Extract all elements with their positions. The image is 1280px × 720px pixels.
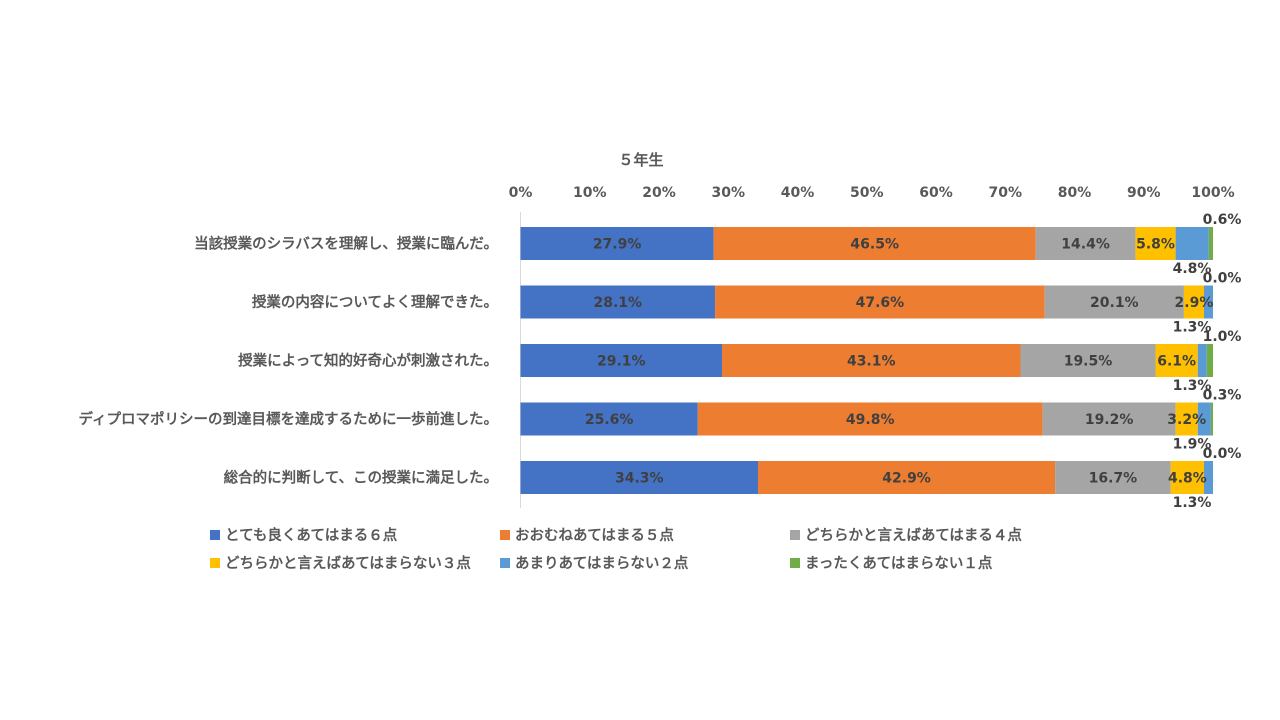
legend-label: おおむねあてはまる５点 xyxy=(515,528,674,544)
data-label: 1.3% xyxy=(1173,495,1212,511)
category-label: 当該授業のシラバスを理解し、授業に臨んだ。 xyxy=(194,235,498,253)
data-label: 27.9% xyxy=(593,237,642,253)
data-label: 46.5% xyxy=(850,237,899,253)
data-label: 1.9% xyxy=(1173,437,1212,453)
data-label: 0.0% xyxy=(1203,271,1242,287)
legend-swatch xyxy=(790,557,800,568)
legend-swatch xyxy=(500,529,510,540)
data-label: 0.6% xyxy=(1203,212,1242,228)
x-tick-label: 10% xyxy=(573,185,607,201)
legend-label: どちらかと言えばあてはまる４点 xyxy=(805,528,1022,544)
bar-segment xyxy=(715,285,1045,319)
bar-segment xyxy=(1203,461,1213,494)
data-label: 0.0% xyxy=(1203,446,1242,462)
data-label: 49.8% xyxy=(846,412,895,428)
legend-swatch xyxy=(500,557,510,568)
legend-item: とても良くあてはまる６点 xyxy=(210,524,397,545)
bar-segment xyxy=(1206,344,1213,377)
data-label: 6.1% xyxy=(1157,354,1196,370)
data-label: 3.2% xyxy=(1167,412,1206,428)
legend-swatch xyxy=(790,529,800,540)
category-label: 授業によって知的好奇心が刺激された。 xyxy=(238,352,498,370)
legend-item: どちらかと言えばあてはまらない３点 xyxy=(210,552,471,573)
data-label: 1.3% xyxy=(1173,320,1212,336)
legend-swatch xyxy=(210,557,220,568)
bar-segment xyxy=(713,227,1036,260)
bar-segment xyxy=(1035,227,1136,260)
bar-segment xyxy=(520,285,716,319)
bar-segment xyxy=(1175,402,1198,436)
x-tick-label: 70% xyxy=(988,185,1022,201)
data-label: 1.0% xyxy=(1203,329,1242,345)
legend-item: まったくあてはまらない１点 xyxy=(790,552,992,573)
category-label: ディプロマポリシーの到達目標を達成するために一歩前進した。 xyxy=(79,410,498,428)
data-label: 19.5% xyxy=(1064,354,1113,370)
bar-segment xyxy=(520,344,723,377)
legend-item: おおむねあてはまる５点 xyxy=(500,524,674,545)
bar-segment xyxy=(1175,227,1209,260)
bar-segment xyxy=(1135,227,1176,260)
data-label: 0.3% xyxy=(1203,388,1242,404)
legend-label: あまりあてはまらない２点 xyxy=(515,556,689,572)
data-label: 19.2% xyxy=(1085,412,1134,428)
category-label: 授業の内容についてよく理解できた。 xyxy=(252,293,498,311)
bar-segment xyxy=(520,461,759,494)
legend-label: とても良くあてはまる６点 xyxy=(225,528,398,544)
x-axis-ticks: 0% 10% 20% 30% 40% 50% 60% 70% 80% 90% 100% xyxy=(509,185,1235,201)
bar-segment xyxy=(1203,285,1213,319)
data-label: 16.7% xyxy=(1089,471,1138,487)
data-label: 42.9% xyxy=(882,471,931,487)
legend-label: まったくあてはまらない１点 xyxy=(805,556,993,572)
data-label: 4.8% xyxy=(1168,471,1207,487)
x-tick-label: 30% xyxy=(711,185,745,201)
bars xyxy=(520,227,1213,494)
bar-segment xyxy=(520,402,698,436)
bar-segment xyxy=(1170,461,1204,494)
data-label: 14.4% xyxy=(1061,237,1110,253)
data-label: 29.1% xyxy=(597,354,646,370)
bar-segment xyxy=(1042,402,1176,436)
bar-segment xyxy=(1155,344,1198,377)
bar-segment xyxy=(1183,285,1204,319)
bar-segment xyxy=(1044,285,1184,319)
x-tick-label: 80% xyxy=(1058,185,1092,201)
x-tick-label: 40% xyxy=(781,185,815,201)
data-label: 4.8% xyxy=(1173,261,1212,277)
data-labels: 27.9% 46.5% 14.4% 5.8% 4.8% 0.6% 28.1% 47.6% 20.… xyxy=(585,212,1242,511)
data-label: 5.8% xyxy=(1136,237,1175,253)
bar-segment xyxy=(1197,344,1207,377)
legend-label: どちらかと言えばあてはまらない３点 xyxy=(225,556,471,572)
data-label: 20.1% xyxy=(1090,295,1139,311)
bar-segment xyxy=(697,402,1043,436)
chart-title: ５年生 xyxy=(618,151,663,169)
bar-segment xyxy=(758,461,1056,494)
x-tick-label: 100% xyxy=(1191,185,1234,201)
data-label: 28.1% xyxy=(594,295,643,311)
bar-segment xyxy=(722,344,1021,377)
bar-segment xyxy=(1208,227,1213,260)
x-tick-label: 20% xyxy=(642,185,676,201)
legend-swatch xyxy=(210,529,220,540)
x-tick-label: 60% xyxy=(919,185,953,201)
category-label: 総合的に判断して、この授業に満足した。 xyxy=(224,469,498,487)
legend-item: どちらかと言えばあてはまる４点 xyxy=(790,524,1022,545)
data-label: 47.6% xyxy=(856,295,905,311)
legend-item: あまりあてはまらない２点 xyxy=(500,552,688,573)
bar-segment xyxy=(1020,344,1156,377)
bar-segment xyxy=(520,227,714,260)
category-labels: 当該授業のシラバスを理解し、授業に臨んだ。授業の内容についてよく理解できた。授業… xyxy=(79,235,498,487)
data-label: 2.9% xyxy=(1175,295,1214,311)
data-label: 43.1% xyxy=(847,354,896,370)
data-label: 1.3% xyxy=(1173,378,1212,394)
x-tick-label: 50% xyxy=(850,185,884,201)
x-tick-label: 0% xyxy=(509,185,533,201)
data-label: 34.3% xyxy=(615,471,664,487)
bar-segment xyxy=(1055,461,1171,494)
bar-segment xyxy=(1197,402,1211,436)
data-label: 25.6% xyxy=(585,412,634,428)
x-tick-label: 90% xyxy=(1127,185,1161,201)
bar-segment xyxy=(1210,402,1213,436)
